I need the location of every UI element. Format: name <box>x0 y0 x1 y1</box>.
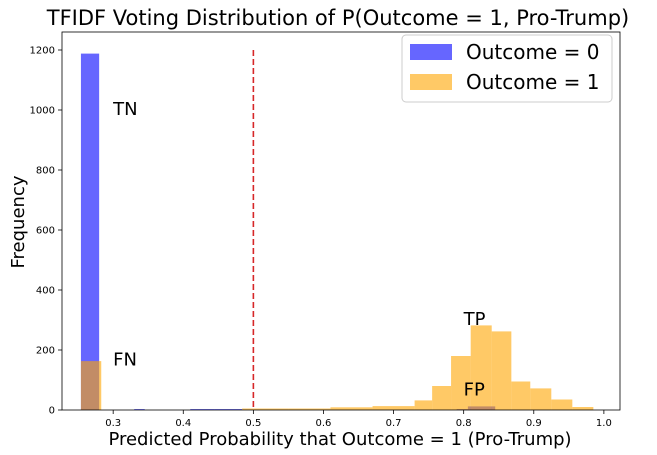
histogram-bar <box>372 406 415 410</box>
annotation-tp: TP <box>463 309 486 330</box>
histogram-bar <box>491 331 512 410</box>
x-tick-label: 0.8 <box>456 418 472 429</box>
y-axis-label: Frequency <box>8 175 29 268</box>
histogram-bar <box>511 381 531 410</box>
y-tick-label: 200 <box>36 346 55 357</box>
histogram-bar <box>330 407 373 410</box>
x-tick-label: 0.9 <box>526 418 542 429</box>
histogram-bar <box>242 408 289 410</box>
y-tick-label: 400 <box>36 286 55 297</box>
histogram-bar <box>572 407 594 410</box>
plot-area: TN FN TP FP <box>80 50 594 410</box>
histogram-bar <box>432 386 452 410</box>
legend-swatch <box>410 74 452 90</box>
annotation-fn: FN <box>113 350 137 371</box>
y-tick-label: 1200 <box>30 46 55 57</box>
histogram-bar <box>190 409 215 410</box>
y-tick-label: 600 <box>36 226 55 237</box>
chart-title: TFIDF Voting Distribution of P(Outcome =… <box>46 6 629 30</box>
legend-label: Outcome = 1 <box>466 70 599 94</box>
histogram-bar <box>551 399 573 410</box>
histogram-bar <box>214 409 243 410</box>
x-tick-label: 0.7 <box>386 418 402 429</box>
legend: Outcome = 0 Outcome = 1 <box>401 34 613 103</box>
histogram-bar <box>414 400 433 410</box>
series-outcome-1 <box>80 325 594 410</box>
y-tick-label: 800 <box>36 166 55 177</box>
histogram-bar <box>80 53 100 410</box>
x-tick-label: 0.6 <box>316 418 332 429</box>
annotation-fp: FP <box>464 380 485 401</box>
plot-frame <box>61 31 621 411</box>
x-axis-label: Predicted Probability that Outcome = 1 (… <box>108 429 571 450</box>
legend-swatch <box>410 44 452 60</box>
x-tick-label: 0.4 <box>175 418 191 429</box>
histogram-bar <box>134 409 145 410</box>
axes: 0.3 0.4 0.5 0.6 0.7 0.8 0.9 1.0 0 200 400 600 800 100… <box>30 31 621 429</box>
histogram-bar <box>451 356 471 410</box>
histogram-bar <box>80 361 102 410</box>
histogram-bar <box>530 388 552 410</box>
x-tick-label: 0.5 <box>245 418 261 429</box>
legend-box <box>401 34 613 103</box>
y-tick-label: 0 <box>49 406 55 417</box>
x-tick-label: 1.0 <box>596 418 612 429</box>
x-tick-label: 0.3 <box>105 418 121 429</box>
legend-label: Outcome = 0 <box>466 40 599 64</box>
y-tick-label: 1000 <box>30 106 55 117</box>
histogram-bar <box>288 408 331 410</box>
annotation-tn: TN <box>112 99 137 120</box>
histogram-bar <box>470 325 492 410</box>
